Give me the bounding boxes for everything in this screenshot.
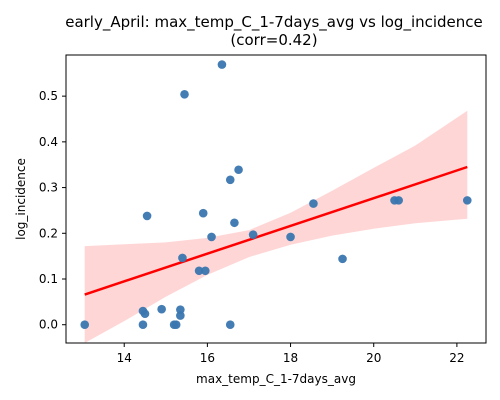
y-tick-label: 0.2 [39, 226, 58, 240]
data-point [157, 304, 166, 314]
data-point [198, 208, 208, 218]
plot-frame [65, 54, 487, 344]
data-point [138, 320, 148, 330]
x-axis: 14 16 18 20 22 [117, 343, 465, 365]
y-axis: 0.0 0.1 0.2 0.3 0.4 0.5 [39, 89, 66, 332]
chart-title: early_April: max_temp_C_1-7days_avg vs l… [65, 13, 483, 32]
data-point [225, 320, 235, 330]
data-point [180, 90, 189, 99]
data-point [230, 218, 239, 228]
data-point [217, 60, 227, 69]
x-tick-label: 18 [283, 351, 298, 365]
data-point [201, 266, 210, 276]
data-point [178, 253, 187, 263]
x-axis-label: max_temp_C_1-7days_avg [196, 372, 356, 386]
data-point [225, 175, 235, 185]
data-point [176, 311, 185, 320]
y-tick-label: 0.4 [39, 135, 58, 149]
x-tick-label: 20 [366, 351, 381, 365]
data-point [142, 211, 152, 221]
data-point [140, 309, 150, 319]
y-tick-label: 0.5 [39, 89, 58, 103]
data-point [394, 196, 403, 205]
y-tick-label: 0.0 [39, 318, 58, 332]
x-tick-label: 22 [449, 351, 464, 365]
y-tick-label: 0.3 [39, 181, 58, 195]
data-point [171, 320, 181, 330]
plot-area [80, 60, 472, 343]
x-tick-label: 16 [200, 351, 215, 365]
data-point [462, 196, 472, 205]
data-point [207, 232, 216, 242]
data-point [286, 232, 295, 242]
data-point [80, 320, 90, 330]
regression-line [84, 165, 468, 296]
y-tick-label: 0.1 [39, 272, 58, 286]
data-point [338, 254, 347, 264]
data-point [176, 305, 185, 314]
y-axis-label: log_incidence [14, 158, 28, 240]
data-point [194, 266, 204, 276]
confidence-band [84, 110, 468, 343]
x-tick-label: 14 [117, 351, 132, 365]
chart-subtitle: (corr=0.42) [230, 31, 317, 49]
data-point [248, 230, 258, 239]
data-point [234, 165, 243, 175]
data-point [309, 199, 318, 208]
